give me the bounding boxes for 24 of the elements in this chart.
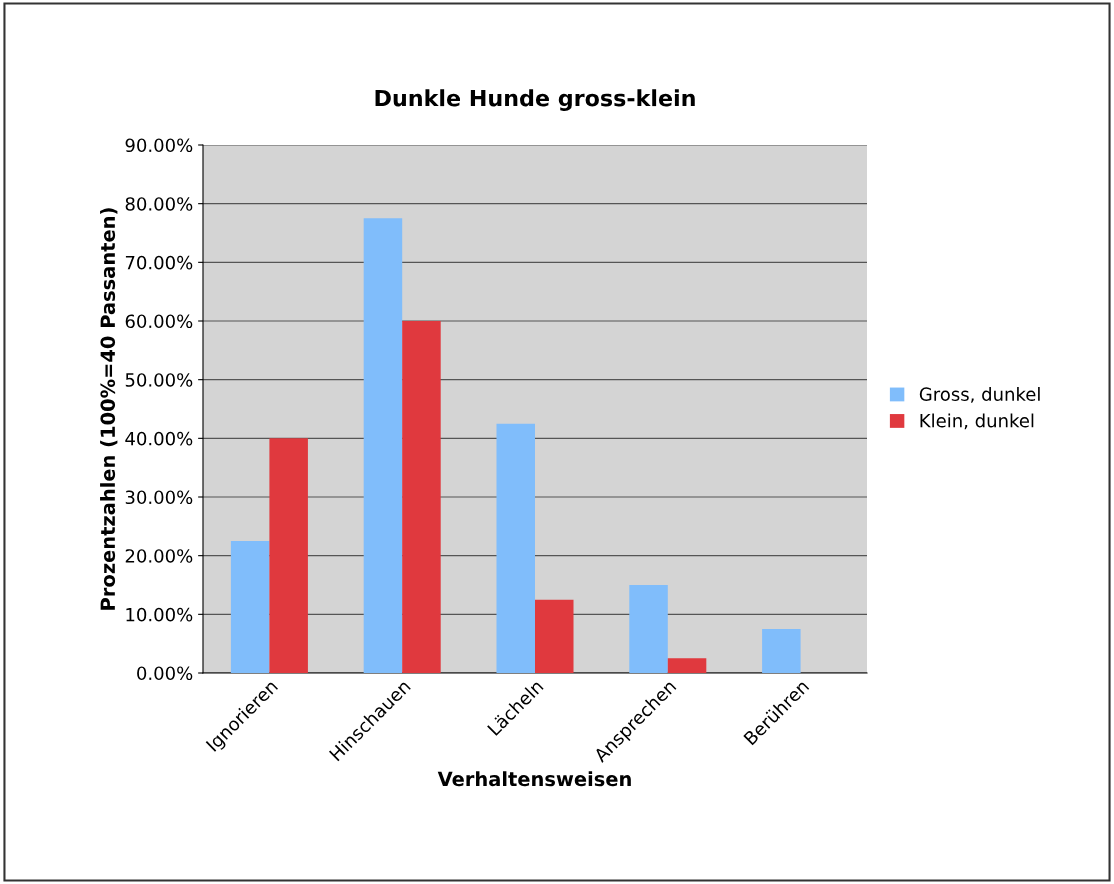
bar — [402, 321, 441, 673]
chart-title: Dunkle Hunde gross-klein — [375, 89, 695, 111]
y-tick-label: 80.00% — [125, 197, 193, 211]
y-tick-label: 40.00% — [125, 431, 193, 446]
y-tick-label: 0.00% — [137, 666, 193, 681]
legend-label: Klein, dunkel — [920, 413, 1034, 430]
y-tick-label: 30.00% — [125, 490, 193, 505]
y-tick-label: 90.00% — [125, 138, 193, 153]
bar — [496, 423, 535, 673]
y-tick-label: 20.00% — [125, 549, 193, 563]
bar — [363, 218, 403, 673]
bar — [269, 438, 308, 673]
bar — [535, 599, 574, 673]
y-tick-label: 50.00% — [125, 373, 193, 387]
y-tick-label: 60.00% — [125, 314, 193, 329]
bar — [762, 629, 801, 673]
bar — [230, 541, 270, 673]
legend-label: Gross, dunkel — [919, 387, 1040, 403]
bar — [629, 585, 668, 673]
x-axis-title: Verhaltensweisen — [437, 771, 631, 787]
y-tick-label: 70.00% — [125, 255, 193, 270]
y-tick-label: 10.00% — [126, 607, 193, 622]
bar — [667, 658, 707, 673]
y-axis-title: Prozentzahlen (100%=40 Passanten) — [100, 208, 118, 610]
